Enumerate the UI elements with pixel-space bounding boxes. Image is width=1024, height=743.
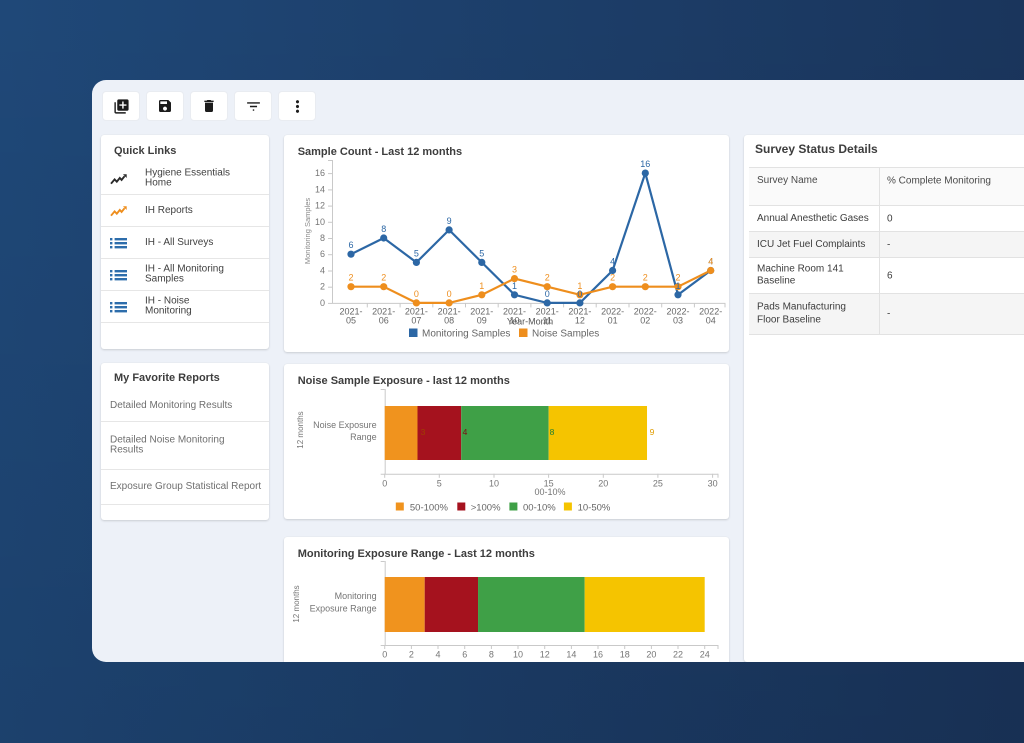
svg-text:0: 0 — [382, 479, 387, 489]
svg-text:6: 6 — [348, 240, 353, 250]
svg-text:0: 0 — [577, 289, 582, 299]
svg-text:4: 4 — [708, 257, 713, 267]
svg-text:02: 02 — [640, 316, 650, 326]
svg-text:2: 2 — [320, 282, 325, 292]
svg-text:12: 12 — [575, 316, 585, 326]
svg-text:2: 2 — [643, 273, 648, 283]
svg-text:4: 4 — [320, 266, 325, 276]
svg-text:2022-: 2022- — [699, 307, 722, 317]
svg-text:2: 2 — [545, 273, 550, 283]
svg-text:15: 15 — [544, 479, 554, 489]
svg-text:22: 22 — [673, 650, 683, 660]
svg-text:2021-: 2021- — [405, 307, 428, 317]
svg-text:30: 30 — [708, 479, 718, 489]
svg-text:4: 4 — [463, 427, 468, 437]
svg-text:20: 20 — [598, 479, 608, 489]
svg-text:10: 10 — [509, 316, 519, 326]
svg-text:03: 03 — [673, 316, 683, 326]
svg-text:2022-: 2022- — [634, 307, 657, 317]
svg-text:Monitoring Exposure Range - La: Monitoring Exposure Range - Last 12 mont… — [298, 548, 535, 560]
svg-text:07: 07 — [411, 316, 421, 326]
svg-text:2022-: 2022- — [666, 307, 689, 317]
svg-text:0: 0 — [414, 289, 419, 299]
svg-text:Monitoring Samples: Monitoring Samples — [303, 198, 312, 265]
svg-text:00-10%: 00-10% — [534, 487, 565, 497]
svg-text:0: 0 — [545, 289, 550, 299]
svg-text:00-10%: 00-10% — [523, 503, 556, 514]
svg-text:16: 16 — [315, 168, 325, 178]
svg-text:0: 0 — [382, 650, 387, 660]
svg-text:14: 14 — [315, 184, 325, 194]
svg-text:1: 1 — [577, 281, 582, 291]
svg-text:4: 4 — [708, 257, 713, 267]
svg-text:0: 0 — [320, 298, 325, 308]
svg-text:12: 12 — [540, 650, 550, 660]
svg-text:Noise Samples: Noise Samples — [532, 329, 599, 340]
svg-text:9: 9 — [447, 216, 452, 226]
svg-text:24: 24 — [700, 650, 710, 660]
svg-text:6: 6 — [462, 650, 467, 660]
svg-text:Year-Month: Year-Month — [507, 317, 553, 327]
svg-text:2: 2 — [610, 273, 615, 283]
svg-text:1: 1 — [512, 281, 517, 291]
svg-text:2: 2 — [409, 650, 414, 660]
svg-text:2021-: 2021- — [372, 307, 395, 317]
svg-text:2021-: 2021- — [503, 307, 526, 317]
svg-text:0: 0 — [447, 289, 452, 299]
svg-text:1: 1 — [675, 281, 680, 291]
svg-text:2021-: 2021- — [536, 307, 559, 317]
svg-text:Range: Range — [350, 432, 377, 442]
svg-text:2021-: 2021- — [568, 307, 591, 317]
svg-text:Monitoring: Monitoring — [335, 591, 377, 601]
svg-text:04: 04 — [706, 316, 716, 326]
svg-text:2021-: 2021- — [470, 307, 493, 317]
svg-text:Exposure Range: Exposure Range — [310, 604, 377, 614]
svg-text:Noise Sample Exposure - last 1: Noise Sample Exposure - last 12 months — [298, 375, 510, 387]
svg-text:12 months: 12 months — [296, 411, 305, 448]
svg-text:6: 6 — [320, 249, 325, 259]
svg-text:12: 12 — [315, 201, 325, 211]
svg-text:2021-: 2021- — [438, 307, 461, 317]
svg-text:09: 09 — [477, 316, 487, 326]
svg-text:5: 5 — [479, 248, 484, 258]
svg-text:16: 16 — [593, 650, 603, 660]
svg-text:1: 1 — [479, 281, 484, 291]
svg-text:08: 08 — [444, 316, 454, 326]
svg-text:2: 2 — [675, 273, 680, 283]
svg-text:>100%: >100% — [471, 503, 501, 514]
svg-text:50-100%: 50-100% — [410, 503, 449, 514]
svg-text:5: 5 — [414, 248, 419, 258]
svg-text:8: 8 — [381, 224, 386, 234]
svg-text:20: 20 — [646, 650, 656, 660]
svg-text:10: 10 — [489, 479, 499, 489]
svg-text:8: 8 — [550, 427, 555, 437]
svg-text:12 months: 12 months — [292, 585, 301, 622]
svg-text:Noise Exposure: Noise Exposure — [313, 420, 377, 430]
svg-text:9: 9 — [650, 427, 655, 437]
svg-text:14: 14 — [566, 650, 576, 660]
svg-text:06: 06 — [379, 316, 389, 326]
svg-text:Sample Count - Last 12 months: Sample Count - Last 12 months — [298, 146, 462, 158]
svg-text:4: 4 — [435, 650, 440, 660]
svg-text:05: 05 — [346, 316, 356, 326]
svg-text:10-50%: 10-50% — [578, 503, 611, 514]
svg-text:2021-: 2021- — [339, 307, 362, 317]
svg-text:5: 5 — [437, 479, 442, 489]
svg-text:11: 11 — [543, 316, 552, 326]
svg-text:3: 3 — [512, 265, 517, 275]
svg-text:10: 10 — [315, 217, 325, 227]
svg-text:18: 18 — [620, 650, 630, 660]
svg-text:10: 10 — [513, 650, 523, 660]
svg-text:4: 4 — [610, 257, 615, 267]
svg-text:16: 16 — [640, 159, 650, 169]
svg-text:25: 25 — [653, 479, 663, 489]
svg-text:8: 8 — [489, 650, 494, 660]
svg-text:Monitoring Samples: Monitoring Samples — [422, 329, 510, 340]
svg-text:3: 3 — [421, 427, 426, 437]
svg-text:2022-: 2022- — [601, 307, 624, 317]
svg-text:2: 2 — [381, 273, 386, 283]
svg-text:01: 01 — [608, 316, 618, 326]
svg-text:2: 2 — [348, 273, 353, 283]
svg-text:8: 8 — [320, 233, 325, 243]
